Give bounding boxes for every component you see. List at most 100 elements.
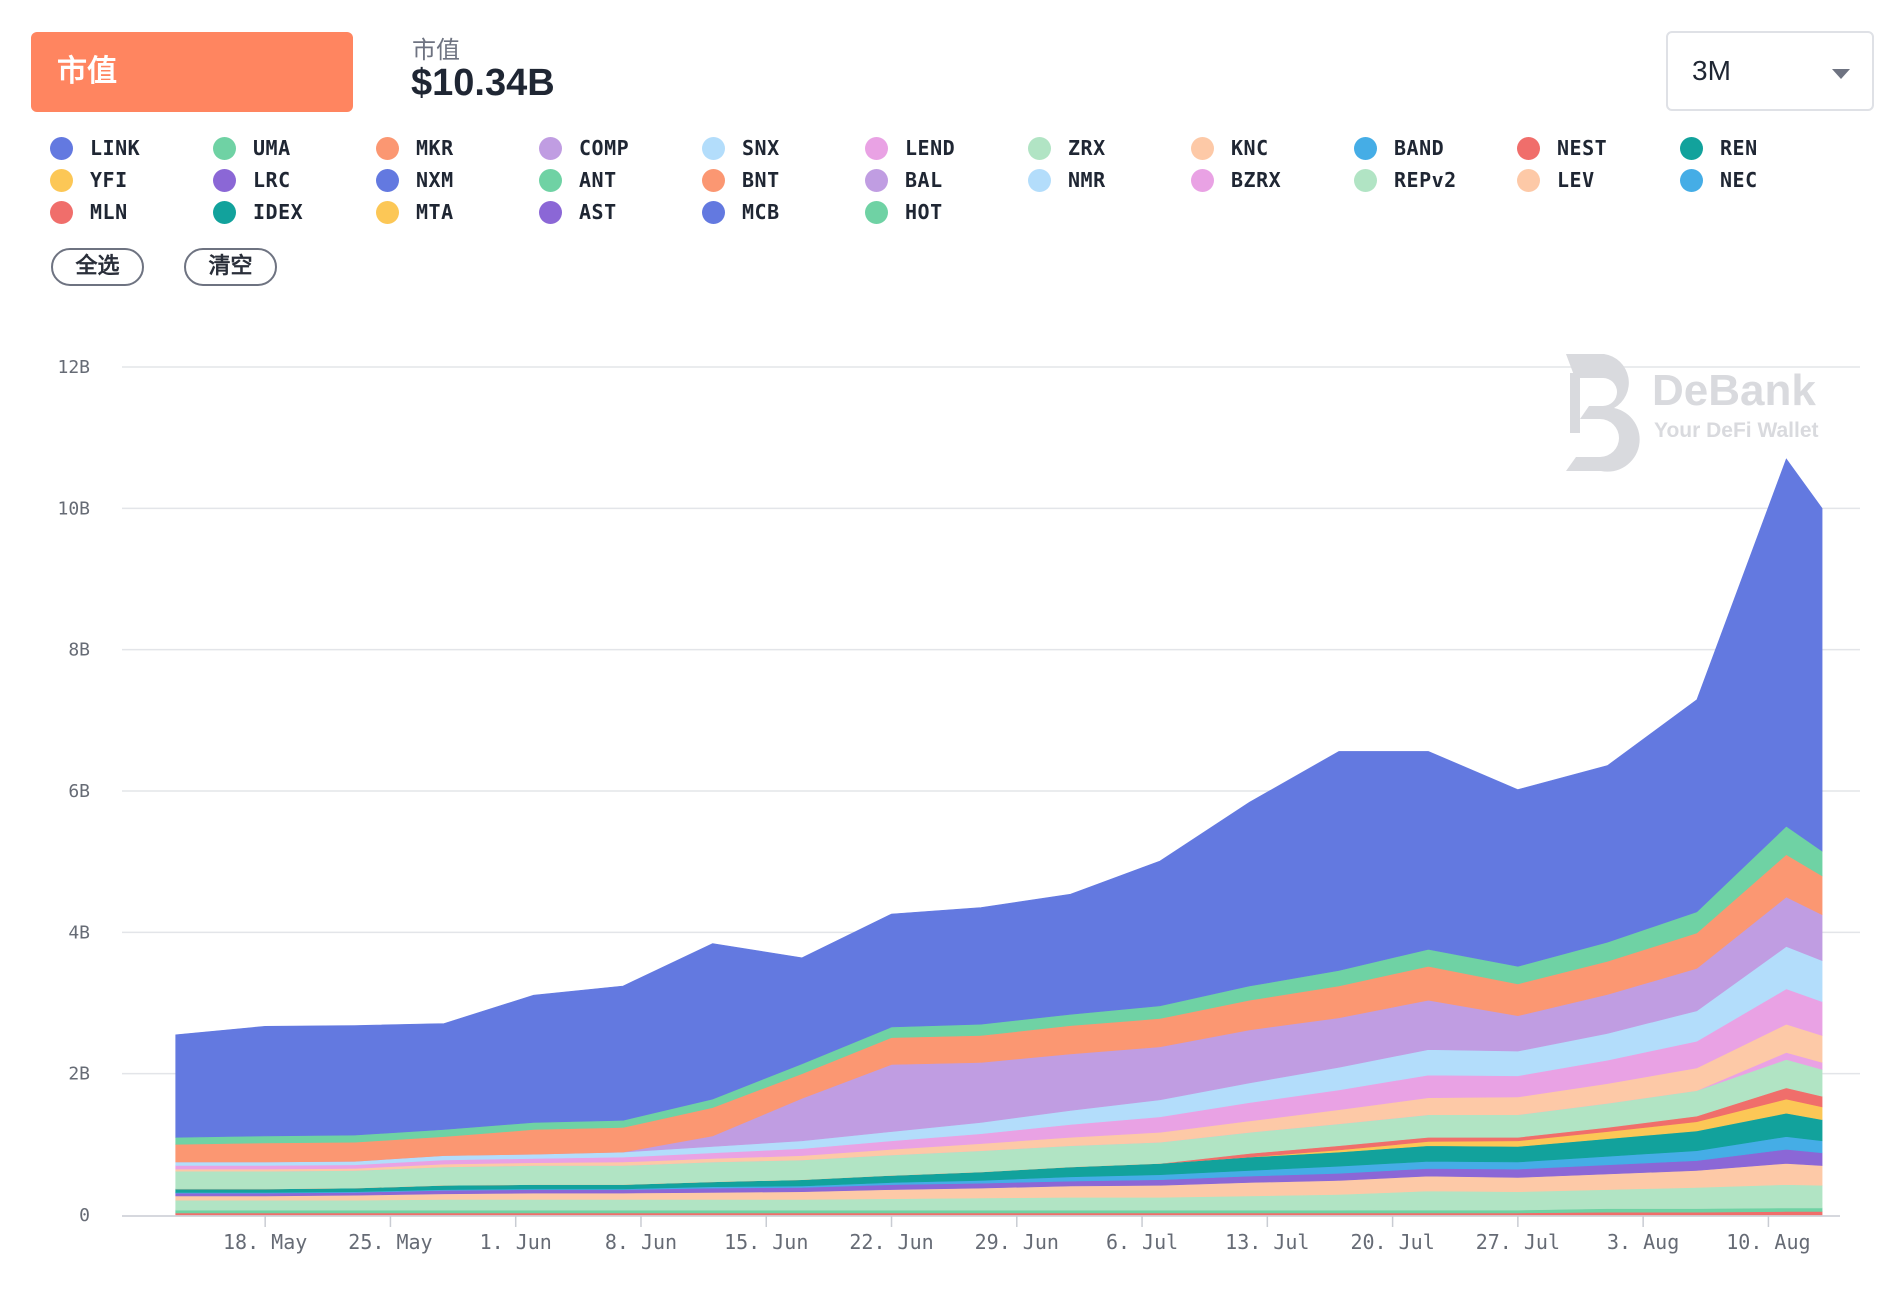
legend-label: BAL	[905, 168, 943, 192]
x-tick-label: 8. Jun	[605, 1230, 677, 1254]
chevron-down-icon	[1832, 69, 1850, 79]
x-tick-label: 20. Jul	[1350, 1230, 1434, 1254]
legend-label: REPv2	[1394, 168, 1457, 192]
legend-label: SNX	[742, 136, 780, 160]
legend-dot-icon	[376, 168, 399, 192]
x-tick-label: 15. Jun	[724, 1230, 808, 1254]
legend-item-ast[interactable]: AST	[539, 197, 617, 227]
series-area-link	[175, 458, 1823, 1138]
market-cap-area-chart: DeBank Your DeFi Wallet 18. May 25. May 1.…	[57, 354, 1860, 1254]
legend-label: KNC	[1231, 136, 1269, 160]
legend-label: MCB	[742, 200, 780, 224]
legend-dot-icon	[376, 200, 399, 224]
market-cap-tab[interactable]: 市值	[31, 32, 353, 112]
legend-item-snx[interactable]: SNX	[702, 133, 780, 163]
x-tick-label: 10. Aug	[1726, 1230, 1810, 1254]
legend-item-nmr[interactable]: NMR	[1028, 165, 1106, 195]
legend-dot-icon	[213, 136, 236, 160]
x-tick-label: 27. Jul	[1476, 1230, 1560, 1254]
legend-label: MLN	[90, 200, 128, 224]
legend-label: NEC	[1720, 168, 1758, 192]
legend-dot-icon	[1028, 168, 1051, 192]
y-tick-label: 12B	[57, 357, 90, 378]
x-tick-label: 29. Jun	[975, 1230, 1059, 1254]
legend-dot-icon	[1191, 168, 1214, 192]
stacked-areas	[175, 458, 1823, 1216]
legend-dot-icon	[865, 200, 888, 224]
debank-watermark: DeBank Your DeFi Wallet	[1566, 354, 1819, 472]
legend-item-ant[interactable]: ANT	[539, 165, 617, 195]
legend-item-bzrx[interactable]: BZRX	[1191, 165, 1281, 195]
legend-dot-icon	[1517, 168, 1540, 192]
legend-item-nxm[interactable]: NXM	[376, 165, 454, 195]
time-range-value: 3M	[1692, 55, 1731, 86]
legend-item-lend[interactable]: LEND	[865, 133, 955, 163]
y-tick-label: 6B	[68, 781, 90, 802]
legend-item-knc[interactable]: KNC	[1191, 133, 1269, 163]
legend-dot-icon	[702, 200, 725, 224]
legend-item-zrx[interactable]: ZRX	[1028, 133, 1106, 163]
legend-dot-icon	[865, 168, 888, 192]
legend-item-nec[interactable]: NEC	[1680, 165, 1758, 195]
legend-label: MTA	[416, 200, 454, 224]
legend-item-mkr[interactable]: MKR	[376, 133, 454, 163]
legend-dot-icon	[50, 136, 73, 160]
x-tick-label: 6. Jul	[1106, 1230, 1178, 1254]
legend-item-link[interactable]: LINK	[50, 133, 140, 163]
legend-label: AST	[579, 200, 617, 224]
legend-dot-icon	[213, 168, 236, 192]
legend-item-bnt[interactable]: BNT	[702, 165, 780, 195]
legend-label: YFI	[90, 168, 128, 192]
legend-label: BAND	[1394, 136, 1445, 160]
legend-item-idex[interactable]: IDEX	[213, 197, 303, 227]
legend-dot-icon	[539, 168, 562, 192]
legend-dot-icon	[539, 136, 562, 160]
watermark-brand: DeBank	[1652, 366, 1816, 415]
legend-label: LINK	[90, 136, 141, 160]
legend-item-repv2[interactable]: REPv2	[1354, 165, 1457, 195]
x-tick-label: 3. Aug	[1607, 1230, 1679, 1254]
time-range-select[interactable]: 3M	[1666, 31, 1874, 111]
legend-item-hot[interactable]: HOT	[865, 197, 943, 227]
legend-item-mcb[interactable]: MCB	[702, 197, 780, 227]
legend-item-comp[interactable]: COMP	[539, 133, 629, 163]
summary-value: $10.34B	[411, 62, 555, 104]
watermark-tagline: Your DeFi Wallet	[1654, 419, 1819, 442]
legend-dot-icon	[1191, 136, 1214, 160]
legend-item-ren[interactable]: REN	[1680, 133, 1758, 163]
y-tick-label: 0	[79, 1205, 90, 1226]
legend-label: UMA	[253, 136, 291, 160]
legend-dot-icon	[702, 136, 725, 160]
legend-label: COMP	[579, 136, 630, 160]
legend-item-lrc[interactable]: LRC	[213, 165, 291, 195]
legend-item-mta[interactable]: MTA	[376, 197, 454, 227]
summary-label: 市值	[412, 36, 460, 64]
y-tick-label: 2B	[68, 1064, 90, 1085]
legend-label: NEST	[1557, 136, 1608, 160]
legend-dot-icon	[1028, 136, 1051, 160]
legend-item-yfi[interactable]: YFI	[50, 165, 128, 195]
legend-label: ANT	[579, 168, 617, 192]
legend-dot-icon	[376, 136, 399, 160]
legend-dot-icon	[1680, 168, 1703, 192]
legend-item-band[interactable]: BAND	[1354, 133, 1444, 163]
legend-dot-icon	[1354, 168, 1377, 192]
legend-item-nest[interactable]: NEST	[1517, 133, 1607, 163]
x-tick-label: 22. Jun	[849, 1230, 933, 1254]
clear-button[interactable]: 清空	[184, 248, 277, 286]
legend-item-mln[interactable]: MLN	[50, 197, 128, 227]
x-axis: 18. May 25. May 1. Jun 8. Jun 15. Jun 22. Jun…	[122, 1215, 1840, 1254]
x-tick-label: 13. Jul	[1225, 1230, 1309, 1254]
legend-label: LRC	[253, 168, 291, 192]
x-tick-label: 25. May	[348, 1230, 432, 1254]
legend-label: IDEX	[253, 200, 304, 224]
legend-item-uma[interactable]: UMA	[213, 133, 291, 163]
legend-item-bal[interactable]: BAL	[865, 165, 943, 195]
legend-dot-icon	[865, 136, 888, 160]
select-all-button[interactable]: 全选	[51, 248, 144, 286]
legend-dot-icon	[1680, 136, 1703, 160]
legend-dot-icon	[539, 200, 562, 224]
legend-item-lev[interactable]: LEV	[1517, 165, 1595, 195]
y-tick-label: 8B	[68, 640, 90, 661]
legend-label: BNT	[742, 168, 780, 192]
